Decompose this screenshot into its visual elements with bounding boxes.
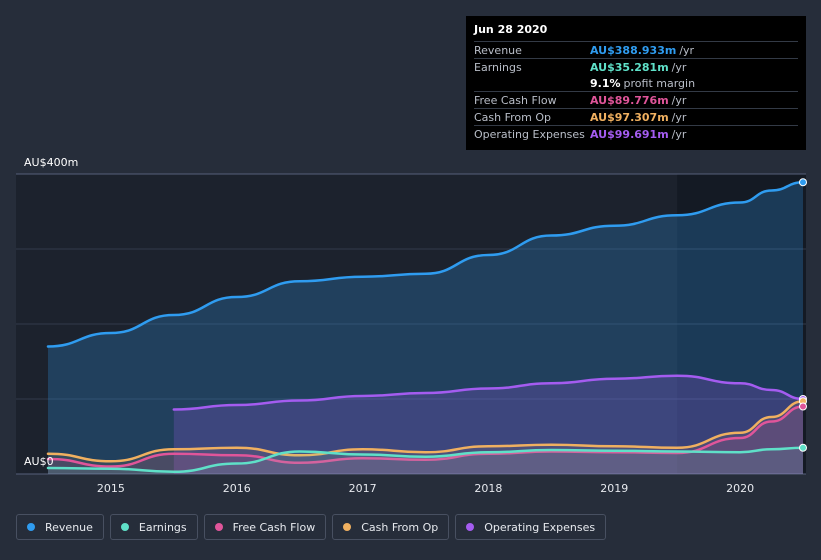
tooltip-row: Cash From Op AU$97.307m/yr: [474, 108, 798, 125]
tooltip-row-value: AU$99.691m: [590, 127, 669, 141]
x-tick-label: 2017: [349, 482, 377, 495]
tooltip-row-label: Revenue: [474, 43, 522, 57]
chart-legend: Revenue Earnings Free Cash Flow Cash From O…: [16, 514, 607, 540]
tooltip-rows: Revenue AU$388.933m/yr Earnings AU$35.281m /…: [474, 41, 798, 142]
x-tick-label: 2018: [474, 482, 502, 495]
legend-dot-icon: [120, 523, 129, 531]
y-axis-bottom-label: AU$0: [24, 455, 54, 468]
revenue-area: [48, 182, 803, 474]
legend-dot-icon: [343, 523, 352, 531]
legend-label: Revenue: [45, 520, 93, 534]
operating-expenses-line: [172, 374, 805, 411]
revenue-line: [46, 181, 805, 348]
free-cash-flow-line: [46, 405, 805, 468]
tooltip-row-value: AU$89.776m: [590, 93, 669, 107]
x-tick-label: 2019: [600, 482, 628, 495]
earnings-endpoint: [799, 443, 807, 452]
legend-label: Earnings: [138, 520, 187, 534]
legend-dot-icon: [466, 523, 475, 531]
tooltip-row-unit: /yr: [679, 43, 695, 57]
free-cash-flow-area: [48, 406, 803, 474]
free-cash-flow-endpoint: [799, 402, 807, 411]
tooltip-row-label: Free Cash Flow: [474, 93, 557, 107]
operating-expenses-area: [173, 375, 804, 474]
y-axis-top-label: AU$400m: [24, 156, 79, 169]
tooltip-row-value: AU$388.933m: [590, 43, 677, 57]
tooltip-row: Earnings AU$35.281m/yr: [474, 58, 798, 75]
tooltip-row: Free Cash Flow AU$89.776m/yr: [474, 91, 798, 108]
earnings-area: [48, 447, 803, 474]
tooltip-row-value: 9.1%: [590, 76, 621, 90]
tooltip-row-unit: profit margin: [623, 76, 696, 90]
tooltip-row: Revenue AU$388.933m/yr: [474, 41, 798, 58]
cash-from-op-line: [46, 400, 805, 463]
legend-item-operating-expenses[interactable]: Operating Expenses: [455, 514, 607, 540]
tooltip-row-label: Earnings: [474, 60, 522, 74]
tooltip-date: Jun 28 2020: [474, 23, 548, 36]
legend-label: Cash From Op: [361, 520, 439, 534]
tooltip-row-label: Operating Expenses: [474, 127, 585, 141]
data-tooltip: Jun 28 2020 Revenue AU$388.933m/yr Earning…: [466, 16, 806, 150]
revenue-endpoint: [799, 178, 807, 187]
tooltip-row-value: AU$97.307m: [590, 110, 669, 124]
tooltip-row-unit: /yr: [671, 110, 687, 124]
legend-item-cash-from-op[interactable]: Cash From Op: [332, 514, 450, 540]
tooltip-row-unit: /yr: [671, 93, 687, 107]
tooltip-row: 9.1% profit margin: [474, 75, 798, 91]
legend-label: Operating Expenses: [484, 520, 596, 534]
tooltip-row-unit: /yr: [671, 60, 687, 74]
legend-dot-icon: [27, 523, 35, 531]
x-tick-label: 2016: [223, 482, 251, 495]
x-tick-label: 2020: [726, 482, 754, 495]
legend-item-revenue[interactable]: Revenue: [16, 514, 104, 540]
tooltip-row-unit: /yr: [671, 127, 687, 141]
legend-item-free-cash-flow[interactable]: Free Cash Flow: [203, 514, 327, 540]
x-tick-label: 2015: [97, 482, 125, 495]
legend-label: Free Cash Flow: [232, 520, 316, 534]
legend-item-earnings[interactable]: Earnings: [109, 514, 198, 540]
tooltip-row-label: Cash From Op: [474, 110, 552, 124]
legend-dot-icon: [214, 523, 223, 531]
tooltip-row: Operating Expenses AU$99.691m/yr: [474, 125, 798, 142]
tooltip-row-value: AU$35.281m: [590, 60, 669, 74]
earnings-line: [46, 446, 805, 474]
